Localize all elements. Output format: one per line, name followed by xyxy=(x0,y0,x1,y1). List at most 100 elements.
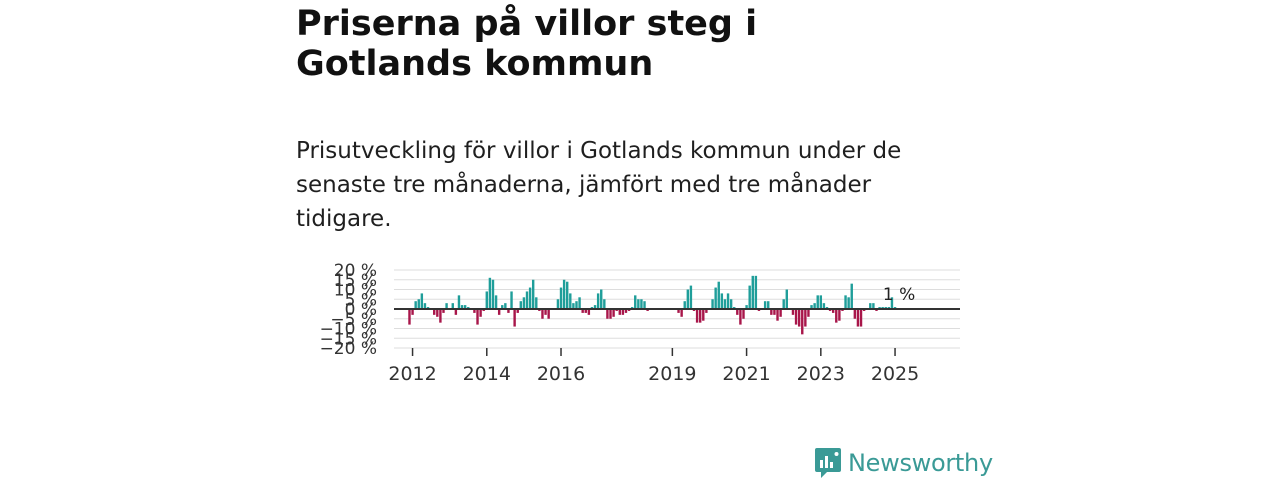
bar xyxy=(711,299,714,309)
bar xyxy=(680,309,683,317)
y-tick-label: 10 % xyxy=(334,281,377,301)
bar xyxy=(559,287,563,309)
x-tick-label: 2019 xyxy=(648,363,696,385)
bar xyxy=(488,277,492,309)
bar xyxy=(831,309,835,313)
bar xyxy=(606,309,609,319)
bar xyxy=(436,309,439,317)
bar xyxy=(572,303,575,309)
bar xyxy=(695,309,699,323)
bar xyxy=(822,303,826,309)
bar xyxy=(853,309,857,319)
y-tick-label: 0 % xyxy=(345,300,377,320)
y-tick-label: −10 % xyxy=(320,320,377,340)
bar xyxy=(723,299,727,309)
bar xyxy=(479,309,482,317)
bar xyxy=(748,285,751,309)
bar xyxy=(513,309,516,327)
bar xyxy=(528,287,532,309)
x-tick-label: 2014 xyxy=(463,363,511,385)
bar xyxy=(566,281,569,309)
y-tick-label: −20 % xyxy=(320,339,377,359)
bar xyxy=(491,279,495,309)
bar xyxy=(575,301,578,309)
bar xyxy=(810,305,813,309)
bar xyxy=(804,309,807,327)
bar xyxy=(454,309,458,315)
bar xyxy=(501,305,504,309)
x-tick-label: 2021 xyxy=(722,363,770,385)
bar xyxy=(791,309,795,315)
bar xyxy=(844,295,847,309)
bar xyxy=(612,309,615,317)
bar xyxy=(603,299,606,309)
bar xyxy=(739,309,742,325)
bar xyxy=(890,297,894,309)
bar xyxy=(770,309,773,315)
bar xyxy=(510,291,513,309)
bar xyxy=(433,309,436,315)
bar xyxy=(621,309,625,315)
bar xyxy=(556,299,560,309)
x-tick-label: 2012 xyxy=(388,363,436,385)
bar xyxy=(485,291,488,309)
last-value-label: 1 % xyxy=(883,285,915,305)
bar xyxy=(816,295,819,309)
bar xyxy=(442,309,445,313)
bar xyxy=(417,299,420,309)
bar xyxy=(457,295,461,309)
bar xyxy=(476,309,479,325)
bar xyxy=(640,299,643,309)
bar xyxy=(414,301,417,309)
bar xyxy=(408,309,411,325)
y-tick-label: −15 % xyxy=(320,329,377,349)
bar xyxy=(720,293,724,309)
bar xyxy=(522,297,526,309)
bar xyxy=(819,295,823,309)
bar xyxy=(705,309,708,313)
bar xyxy=(581,309,584,313)
bar xyxy=(872,303,875,309)
bar xyxy=(702,309,705,321)
bar xyxy=(763,301,767,309)
bar xyxy=(717,281,720,309)
gridlines xyxy=(394,269,960,349)
bar xyxy=(838,309,841,321)
bar xyxy=(835,309,838,323)
x-tick-label: 2025 xyxy=(871,363,919,385)
page-subtitle: Prisutveckling för villor i Gotlands kom… xyxy=(296,138,902,232)
bar xyxy=(813,303,816,309)
bar xyxy=(445,303,448,309)
bar xyxy=(519,301,523,309)
bar xyxy=(751,275,754,309)
bar xyxy=(439,309,442,323)
bar xyxy=(578,297,581,309)
bar xyxy=(535,297,538,309)
bar xyxy=(683,301,686,309)
bars xyxy=(408,275,897,335)
bar xyxy=(767,301,770,309)
bar xyxy=(593,305,597,309)
bar xyxy=(634,295,637,309)
y-tick-label: 15 % xyxy=(334,271,377,291)
bar xyxy=(689,285,693,309)
bar xyxy=(473,309,476,313)
bar xyxy=(516,309,519,313)
bar xyxy=(609,309,612,319)
bar xyxy=(531,279,535,309)
bar xyxy=(797,309,801,327)
x-axis: 2012 2014 2016 2019 2021 2023 2025 xyxy=(388,348,919,385)
bar xyxy=(801,309,804,335)
bar xyxy=(562,279,566,309)
bar xyxy=(785,289,788,309)
bar xyxy=(525,291,529,309)
newsworthy-logo-icon xyxy=(815,448,841,478)
bar xyxy=(637,299,640,309)
bar xyxy=(686,289,690,309)
x-tick-label: 2023 xyxy=(797,363,845,385)
bar xyxy=(859,309,863,327)
page-title: Priserna på villor steg i Gotlands kommu… xyxy=(296,4,758,84)
bar xyxy=(497,309,501,315)
bar xyxy=(624,309,628,313)
bar xyxy=(600,289,603,309)
